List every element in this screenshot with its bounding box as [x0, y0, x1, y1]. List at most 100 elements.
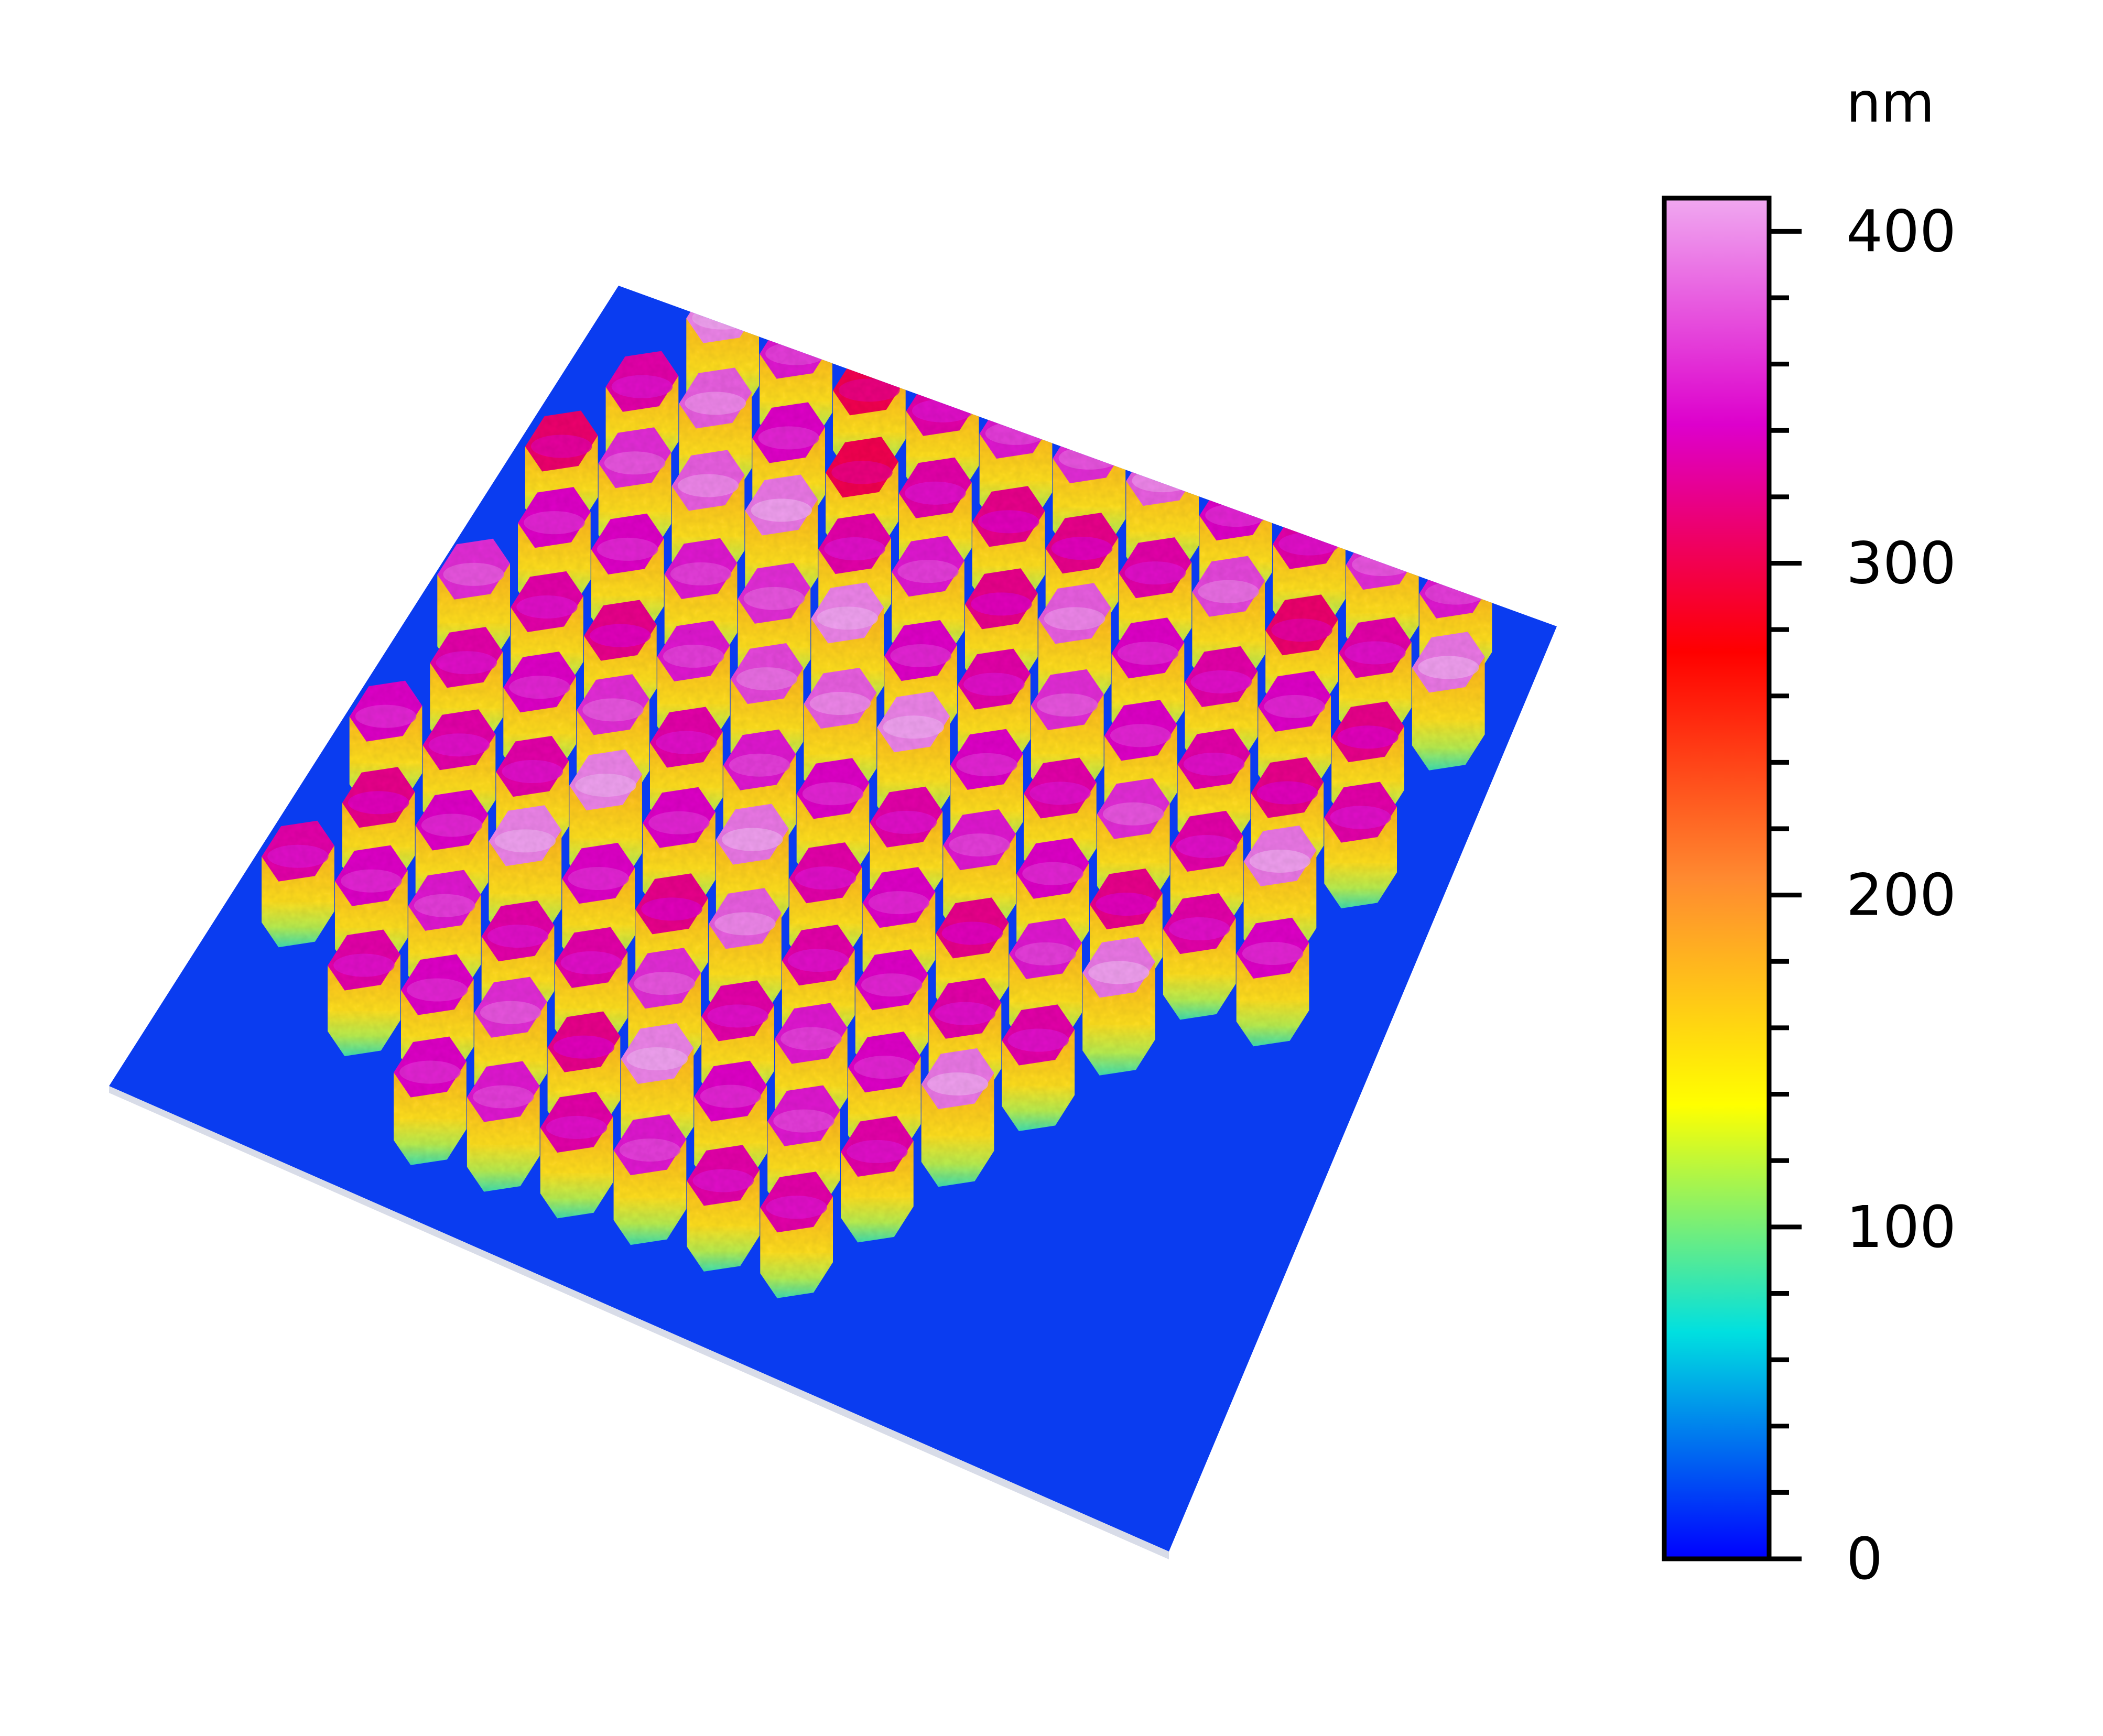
pillar-ridge [941, 921, 1003, 945]
pillar-ridge [1278, 532, 1340, 556]
pillar-ridge [473, 1085, 534, 1109]
pillar-ridge [1352, 553, 1413, 577]
pillar-ridge [421, 813, 483, 837]
pillar-ridge [1044, 607, 1105, 631]
pillar-ridge [927, 1072, 989, 1095]
pillar-ridge [1190, 670, 1252, 693]
pillar-ridge [788, 949, 849, 972]
pillar-ridge [1176, 834, 1238, 858]
pillar-ridge [1051, 537, 1113, 560]
pillar-ridge [509, 676, 570, 699]
pillar-ridge [781, 1027, 842, 1050]
colorbar-tick-label: 200 [1846, 862, 1956, 929]
pillar-ridge [1037, 693, 1098, 717]
pillar-ridge [1007, 1028, 1069, 1052]
pillar-ridge [1271, 619, 1332, 642]
pillar-ridge [348, 791, 409, 815]
pillar-ridge [634, 972, 695, 995]
pillar-ridge [758, 426, 819, 450]
pillar-ridge [692, 1169, 754, 1192]
pillar-ridge [1022, 862, 1083, 885]
pillar-ridge [619, 1138, 681, 1162]
pillar-ridge [626, 1047, 688, 1070]
pillar-ridge [978, 510, 1039, 534]
pillar-ridge [707, 1004, 768, 1028]
pillar-ridge [934, 1002, 996, 1025]
colorbar-tick-label: 0 [1846, 1525, 1883, 1592]
pillar-ridge [839, 378, 900, 402]
pillar-ridge [597, 537, 658, 561]
pillar-ridge [956, 753, 1017, 776]
pillar-ridge [560, 951, 622, 974]
pillar-ridge [1249, 849, 1311, 873]
pillar-ridge [773, 1109, 834, 1133]
pillar-ridge [685, 392, 746, 415]
pillar-ridge [831, 461, 893, 484]
hex-pillar [921, 1048, 994, 1187]
pillar-ridge [802, 782, 864, 806]
pillar-ridge [663, 644, 724, 668]
hex-pillar [1082, 937, 1155, 1076]
pillar-ridge [641, 897, 702, 921]
pillar-ridge [692, 306, 753, 330]
pillar-ridge [1029, 782, 1091, 805]
pillar-ridge [1058, 446, 1120, 470]
pillar-ridge [949, 833, 1010, 857]
surface-plot [109, 286, 1557, 1559]
pillar-ridge [795, 866, 857, 890]
pillar-ridge [824, 537, 885, 561]
pillar-ridge [766, 1196, 827, 1219]
pillar-ridge [765, 342, 827, 365]
pillar-ridge [1102, 802, 1164, 826]
hex-pillar [1412, 632, 1485, 771]
pillar-ridge [912, 399, 973, 422]
pillar-ridge [1183, 752, 1245, 776]
pillar-ridge [1345, 641, 1406, 665]
hex-pillar [613, 1114, 687, 1245]
pillar-ridge [963, 672, 1025, 696]
pillar-ridge [582, 698, 644, 722]
pillar-ridge [1205, 504, 1266, 527]
pillar-ridge [714, 912, 776, 936]
pillar-ridge [399, 1060, 461, 1084]
pillar-ridge [853, 1056, 915, 1079]
hex-pillar [467, 1061, 540, 1192]
pillar-ridge [267, 844, 329, 868]
hex-pillar [540, 1091, 613, 1219]
pillar-ridge [568, 867, 629, 891]
pillar-ridge [809, 692, 871, 715]
colorbar-unit-label: nm [1846, 71, 1935, 135]
colorbar-tick-labels: 0 100 200 300 400 [1846, 198, 1956, 1592]
pillar-ridge [743, 587, 805, 610]
pillar-ridge [1168, 917, 1230, 941]
pillar-ridge [502, 760, 563, 784]
pillar-ridge [677, 474, 739, 497]
pillar-ridge [890, 644, 951, 668]
pillar-ridge [1015, 942, 1076, 965]
pillar-ridge [1242, 941, 1304, 965]
pillar-ridge [341, 869, 402, 893]
pillar-ridge [1124, 561, 1186, 585]
pillar-ridge [700, 1084, 761, 1108]
pillar-ridge [1264, 695, 1325, 718]
hex-pillar [1163, 893, 1236, 1020]
pillar-ridge [407, 978, 468, 1002]
pillar-ridge [985, 421, 1047, 445]
pillar-ridge [575, 774, 636, 797]
hex-pillar [262, 820, 334, 948]
pillar-ridge [1256, 781, 1318, 805]
pillar-ridge [1330, 806, 1391, 829]
pillar-ridge [1110, 724, 1172, 747]
pillar-ridge [1198, 580, 1259, 603]
pillar-ridge [553, 1035, 615, 1059]
pillar-ridge [480, 1001, 541, 1024]
hex-pillar [1236, 917, 1309, 1047]
pillar-ridge [524, 511, 585, 535]
hex-pillar [760, 1171, 833, 1298]
pillar-ridge [1088, 961, 1150, 984]
pillar-ridge [905, 481, 966, 505]
pillar-ridge [883, 715, 944, 739]
colorbar-gradient [1662, 196, 1772, 1561]
pillar-ridge [736, 667, 798, 691]
